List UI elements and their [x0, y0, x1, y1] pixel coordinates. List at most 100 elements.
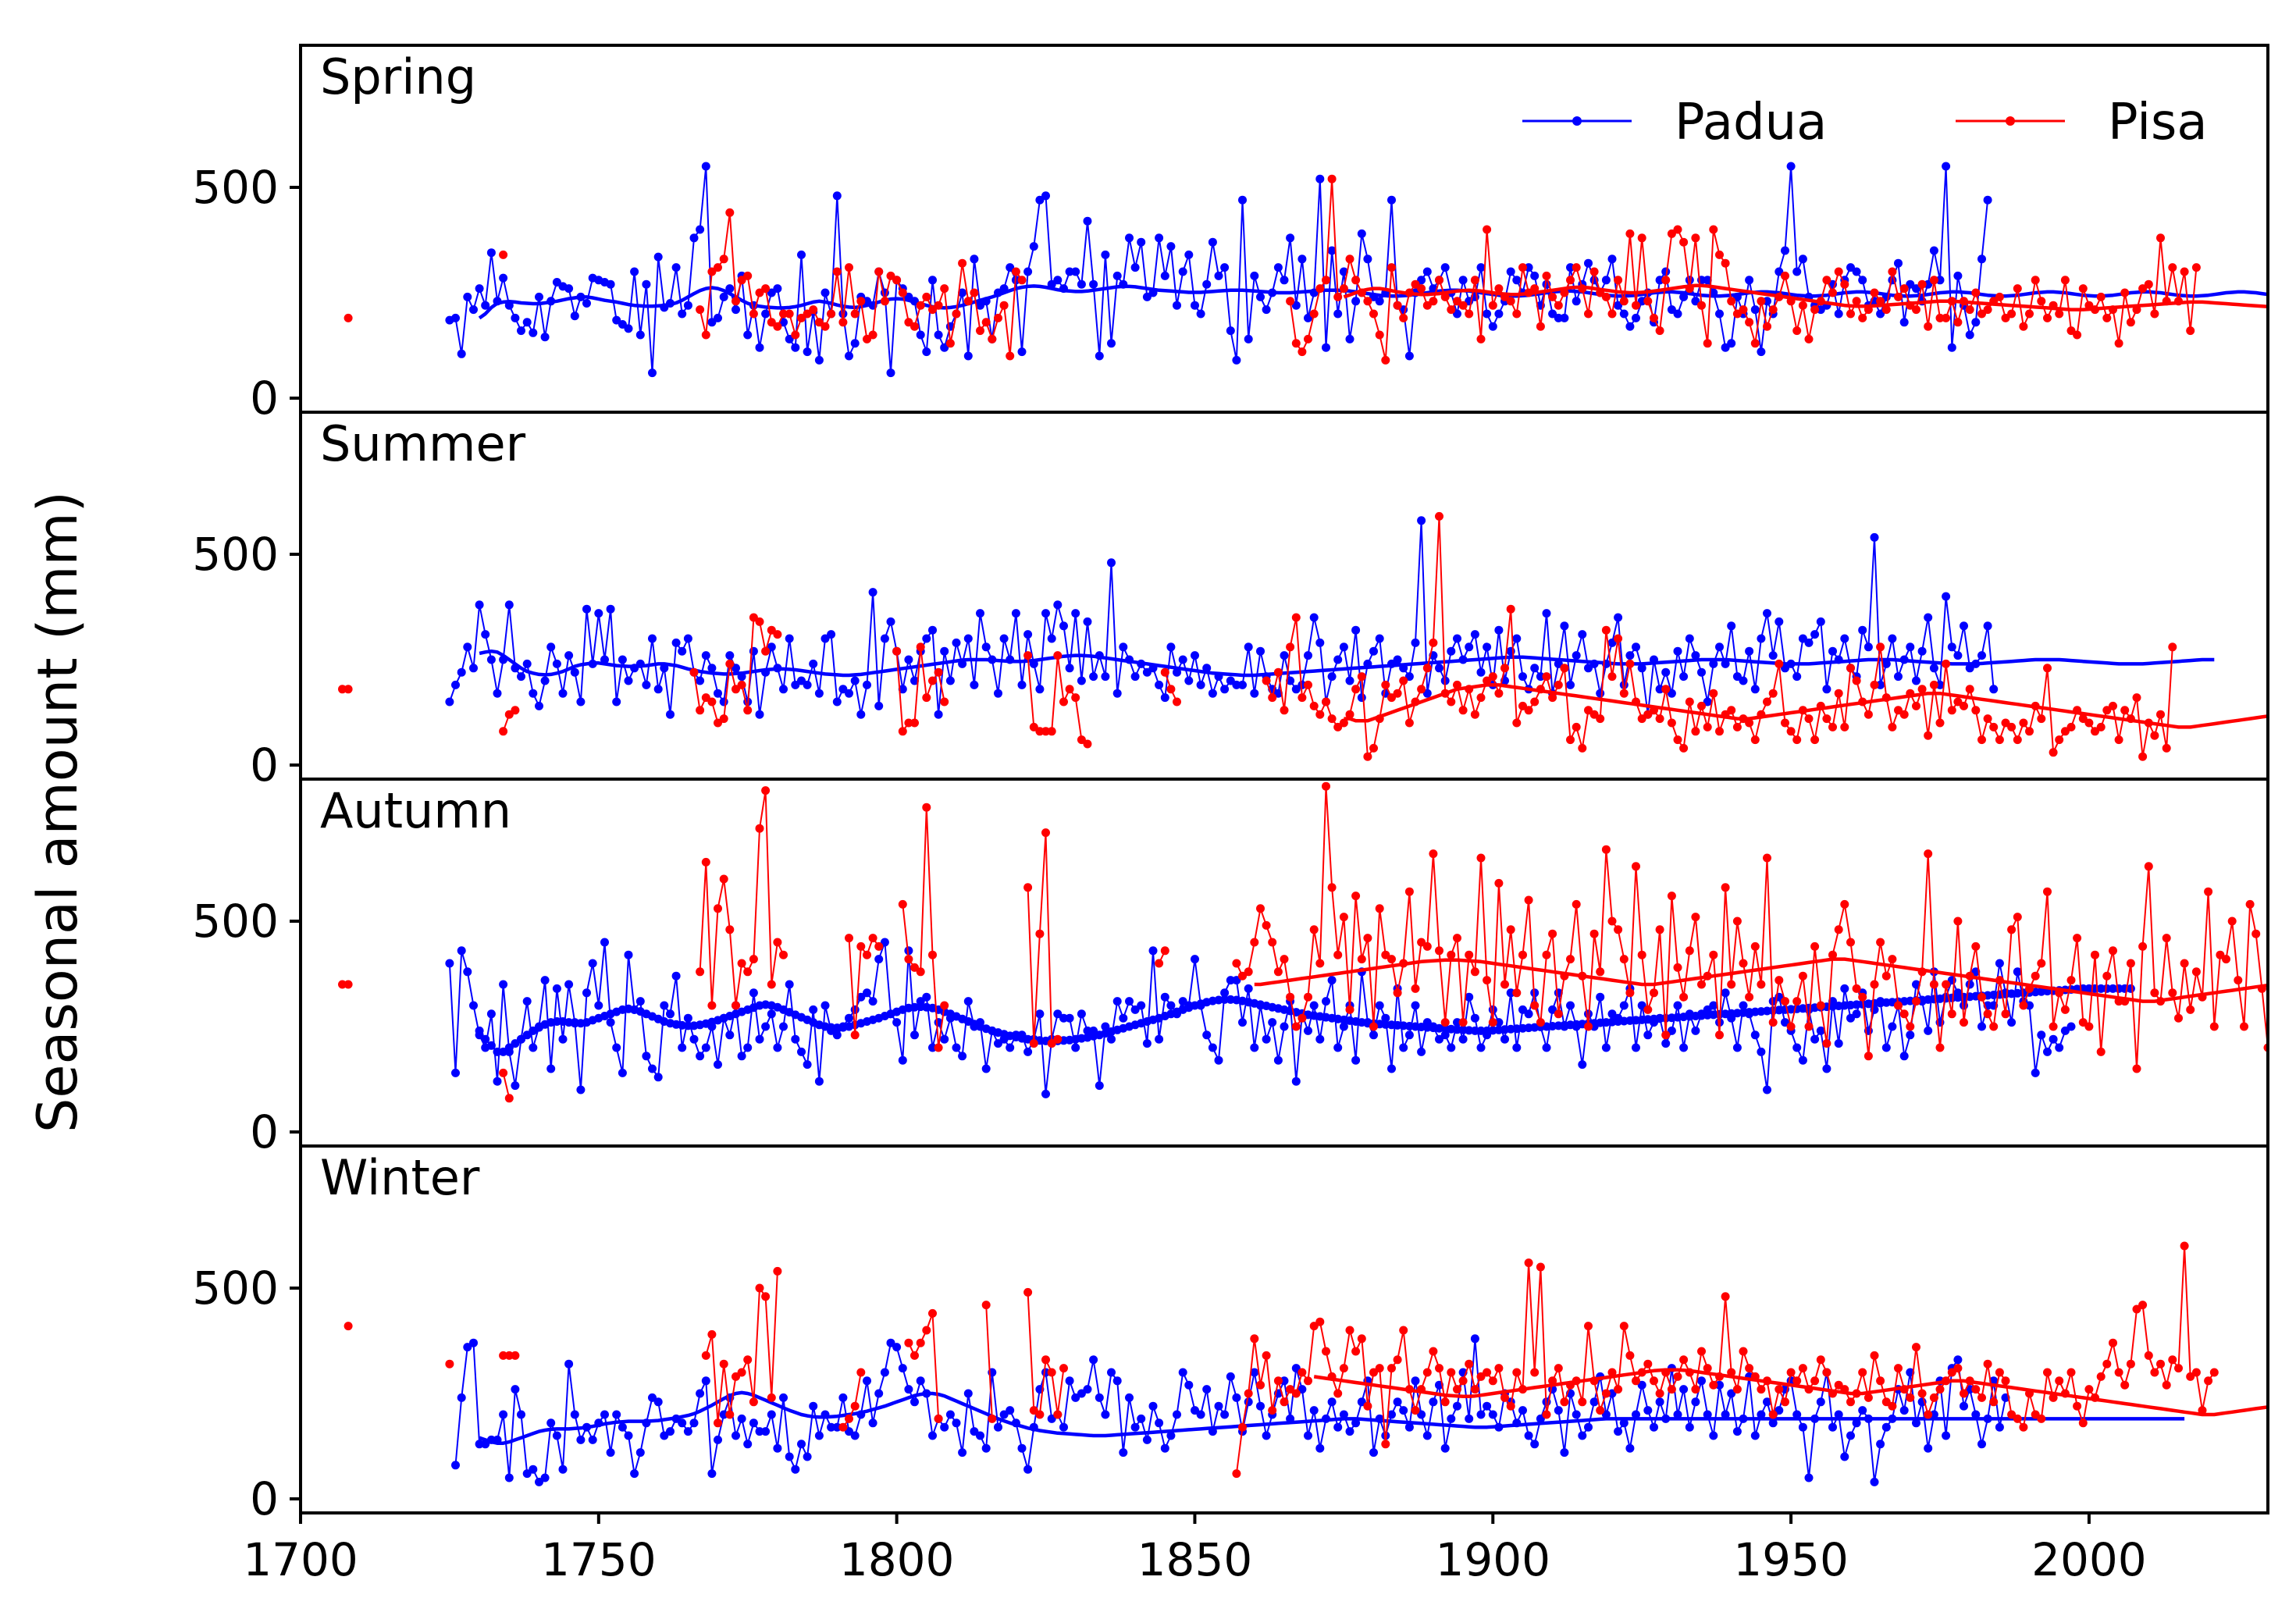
data-point-pisa-winter [2078, 1418, 2088, 1428]
series-line-pisa-winter [985, 1304, 993, 1419]
data-point-pisa-winter [1947, 1368, 1956, 1377]
data-point-padua-spring [1673, 309, 1682, 319]
data-point-padua-autumn [1924, 1026, 1933, 1035]
data-point-pisa-winter [2084, 1385, 2094, 1394]
data-point-padua-winter [719, 1410, 728, 1419]
data-point-pisa-summer [904, 718, 913, 728]
data-point-padua-summer [552, 659, 561, 668]
data-point-padua-summer [963, 634, 973, 643]
data-point-padua-autumn [1542, 1043, 1551, 1052]
data-point-padua-winter [1691, 1397, 1700, 1407]
data-point-padua-summer [1989, 685, 1999, 694]
data-point-padua-summer [1732, 672, 1742, 682]
data-point-pisa-summer [1363, 752, 1372, 761]
data-point-padua-spring [1852, 267, 1861, 276]
data-point-padua-spring [1214, 271, 1223, 280]
data-point-padua-summer [970, 680, 979, 689]
data-point-padua-autumn [1798, 1055, 1807, 1065]
data-point-pisa-winter [1542, 1410, 1551, 1419]
data-point-pisa-spring [707, 267, 717, 276]
data-point-padua-summer [1483, 642, 1492, 652]
data-point-padua-spring [1006, 263, 1015, 272]
data-point-pisa-summer [1351, 685, 1361, 694]
data-point-pisa-winter [1047, 1368, 1056, 1377]
data-point-pisa-autumn [2186, 1005, 2195, 1014]
data-point-padua-spring [486, 248, 496, 258]
y-tick-label: 500 [192, 1262, 279, 1315]
data-point-pisa-summer [2019, 718, 2028, 728]
data-point-pisa-summer [1524, 706, 1533, 715]
data-point-pisa-winter [1697, 1347, 1706, 1356]
data-point-padua-winter [457, 1393, 466, 1402]
data-point-padua-autumn [493, 1077, 502, 1086]
panel-frame-spring [299, 44, 2269, 414]
data-point-padua-summer [1566, 680, 1575, 689]
data-point-padua-winter [1912, 1418, 1920, 1428]
data-point-pisa-winter [1250, 1334, 1259, 1344]
data-point-pisa-summer [1083, 739, 1092, 749]
data-point-pisa-spring [1589, 267, 1599, 276]
data-point-pisa-winter [1757, 1385, 1766, 1394]
x-axis: 1700 1750 1800 1850 1900 1950 2000 [243, 1513, 2147, 1586]
data-point-pisa-autumn [2126, 959, 2135, 968]
data-point-padua-summer [1721, 659, 1730, 668]
data-point-padua-spring [1417, 276, 1426, 285]
data-point-padua-spring [457, 349, 466, 358]
data-point-pisa-summer [1989, 722, 1999, 731]
data-point-pisa-spring [1846, 309, 1855, 319]
data-point-pisa-autumn [1584, 1022, 1593, 1031]
data-point-padua-autumn [2066, 1022, 2076, 1031]
data-point-pisa-winter [1351, 1347, 1361, 1356]
data-point-pisa-spring [2019, 322, 2028, 331]
data-point-padua-autumn [1470, 1013, 1479, 1023]
data-point-pisa-autumn [2281, 951, 2290, 959]
x-tick-label: 1750 [541, 1533, 657, 1586]
data-point-pisa-winter [2209, 1368, 2219, 1377]
data-point-padua-autumn [1220, 995, 1230, 1004]
data-point-padua-winter [1077, 1389, 1086, 1398]
data-point-padua-autumn [1178, 997, 1187, 1006]
data-point-padua-summer [707, 664, 717, 673]
data-point-pisa-winter [1512, 1368, 1522, 1377]
data-point-pisa-winter [1530, 1368, 1540, 1377]
data-point-pisa-summer [714, 718, 722, 728]
data-point-pisa-autumn [1304, 992, 1312, 1002]
data-point-padua-summer [1309, 613, 1319, 622]
data-point-padua-autumn [1023, 1047, 1033, 1056]
data-point-pisa-autumn [1465, 950, 1474, 959]
data-point-padua-autumn [1632, 1043, 1640, 1052]
data-point-pisa-summer [1291, 613, 1301, 622]
data-point-padua-summer [1667, 689, 1676, 698]
data-point-pisa-spring [773, 322, 782, 331]
data-point-padua-summer [570, 667, 579, 677]
data-point-pisa-autumn [1655, 925, 1664, 934]
data-point-pisa-spring [1935, 313, 1945, 322]
data-point-padua-winter [863, 1376, 871, 1386]
data-point-pisa-summer [1661, 685, 1671, 694]
data-point-pisa-spring [981, 318, 991, 327]
data-point-padua-autumn [696, 1052, 705, 1061]
data-point-pisa-summer [707, 697, 717, 707]
data-point-pisa-spring [2060, 276, 2070, 285]
data-point-pisa-summer [1745, 718, 1754, 728]
data-point-pisa-autumn [1822, 1039, 1831, 1048]
data-point-pisa-summer [1822, 714, 1831, 724]
data-point-pisa-winter [856, 1368, 866, 1377]
data-point-pisa-autumn [1548, 929, 1557, 938]
data-point-pisa-winter [719, 1359, 728, 1369]
data-point-pisa-autumn [1619, 955, 1629, 964]
data-point-padua-winter [737, 1414, 746, 1423]
data-point-pisa-spring [2138, 284, 2148, 294]
data-point-pisa-autumn [767, 980, 776, 989]
data-point-padua-autumn [1906, 1030, 1915, 1040]
data-point-padua-spring [970, 254, 979, 264]
data-point-pisa-autumn [1536, 1018, 1545, 1027]
data-point-padua-autumn [2084, 984, 2094, 993]
data-point-pisa-spring [779, 309, 788, 319]
data-point-padua-winter [1775, 1406, 1784, 1415]
data-point-pisa-summer [1667, 718, 1676, 728]
data-point-pisa-autumn [1768, 1018, 1778, 1027]
data-point-padua-autumn [1881, 1043, 1891, 1052]
data-point-padua-summer [1065, 664, 1074, 673]
data-point-pisa-spring [1637, 233, 1646, 243]
